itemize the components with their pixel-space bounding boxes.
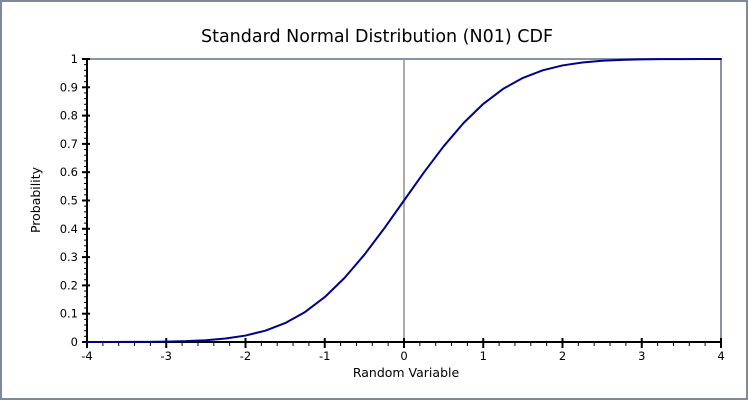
y-tick-label: 0.6 <box>60 165 78 179</box>
y-axis-label: Probability <box>28 166 43 233</box>
chart-title: Standard Normal Distribution (N01) CDF <box>201 27 553 47</box>
x-tick-label: 4 <box>717 349 724 363</box>
y-tick-label: 0.7 <box>60 137 78 151</box>
x-tick-label: 1 <box>480 349 487 363</box>
y-tick-label: 0.3 <box>60 250 78 264</box>
x-tick-label: -2 <box>240 349 251 363</box>
y-tick-label: 0.9 <box>60 80 78 94</box>
plot-area: -4 -3 -2 -1 0 1 2 3 4 0 0.1 0.2 0.3 0.4 0.5 0.6 0.7 0.8 0.… <box>60 52 725 363</box>
y-tick-label: 0.4 <box>60 222 78 236</box>
y-tick-label: 0.1 <box>60 307 78 321</box>
x-tick-label: -4 <box>81 349 92 363</box>
y-tick-label: 0.5 <box>60 194 78 208</box>
x-tick-label: 2 <box>559 349 566 363</box>
y-tick-label: 0 <box>71 335 78 349</box>
y-tick-label: 0.2 <box>60 278 78 292</box>
x-tick-label: 3 <box>638 349 645 363</box>
cdf-curve <box>86 58 722 343</box>
y-tick-label: 1 <box>71 52 78 66</box>
y-tick-label: 0.8 <box>60 109 78 123</box>
x-tick-label: -1 <box>319 349 330 363</box>
x-axis-label: Random Variable <box>353 365 460 380</box>
x-tick-label: -3 <box>161 349 172 363</box>
x-tick-label: 0 <box>400 349 407 363</box>
